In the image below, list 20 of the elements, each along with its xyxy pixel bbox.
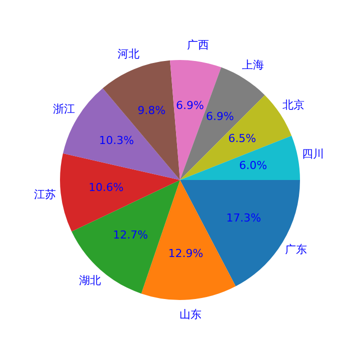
slice-label: 河北: [117, 48, 140, 61]
data-label: 10.6%: [88, 181, 124, 194]
data-label: 12.7%: [113, 228, 148, 242]
data-label: 17.3%: [226, 211, 262, 224]
slice-label: 浙江: [53, 102, 76, 116]
data-label: 6.9%: [176, 99, 204, 112]
slice-label: 四川: [302, 147, 324, 160]
data-label: 6.9%: [206, 110, 234, 124]
slice-label: 山东: [179, 308, 202, 322]
data-label: 6.0%: [239, 158, 268, 172]
data-label: 12.9%: [168, 247, 204, 260]
data-label: 9.8%: [138, 104, 166, 118]
slice-label: 北京: [282, 98, 304, 112]
slice-label: 广西: [187, 38, 210, 52]
slice-label: 上海: [242, 58, 264, 72]
slice-label: 湖北: [78, 274, 101, 288]
data-label: 10.3%: [98, 134, 134, 148]
slice-label: 江苏: [34, 188, 56, 201]
slice-label: 广东: [285, 243, 308, 256]
data-label: 6.5%: [228, 132, 256, 145]
